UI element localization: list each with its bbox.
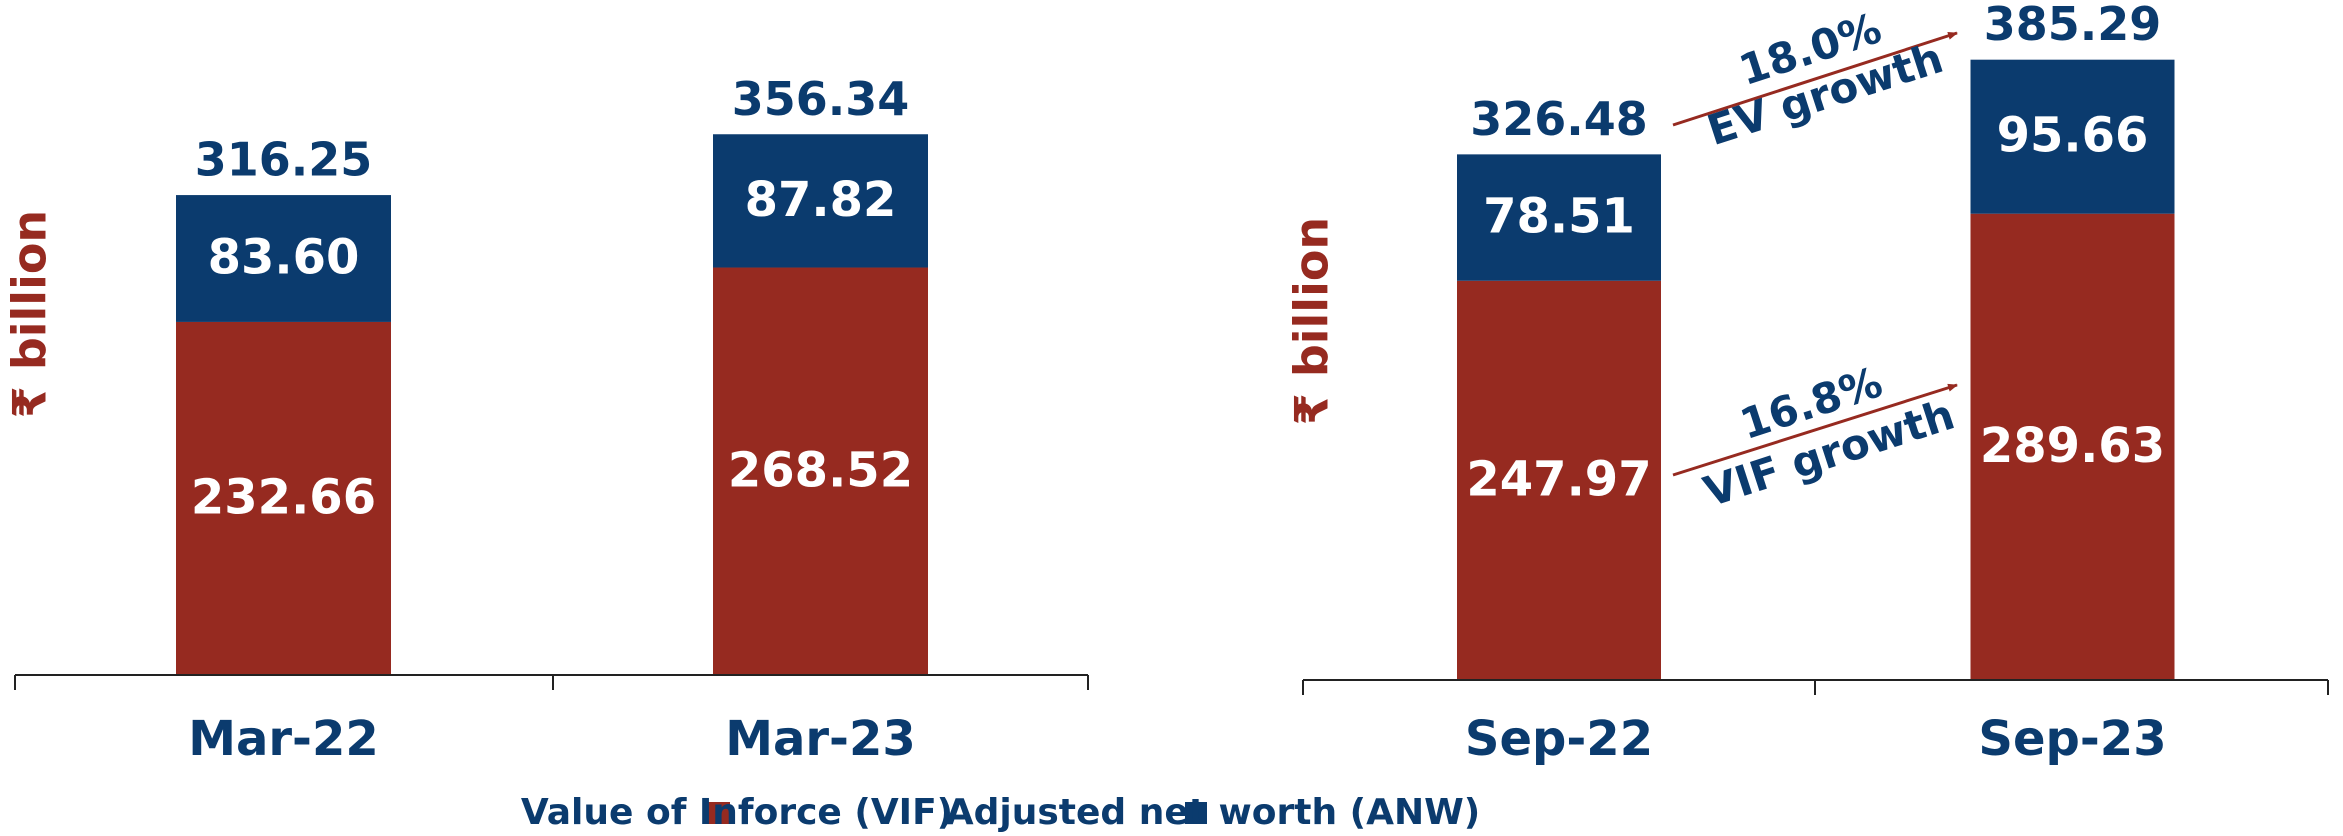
value-label: 95.66 — [1997, 108, 2149, 164]
y-axis-label: ₹ billion — [3, 210, 57, 418]
bar-segment — [1457, 280, 1661, 680]
legend-swatch — [708, 802, 730, 824]
growth-arrow — [1672, 31, 1958, 127]
x-tick-label: Mar-22 — [188, 711, 379, 767]
value-label: 232.66 — [191, 469, 376, 525]
total-label: 385.29 — [1984, 0, 2162, 51]
growth-arrow — [1672, 383, 1958, 477]
value-label: 289.63 — [1980, 418, 2165, 474]
legend-label: Value of Inforce (VIF) — [521, 792, 953, 833]
value-label: 247.97 — [1466, 451, 1651, 507]
value-label: 268.52 — [728, 442, 913, 498]
total-label: 326.48 — [1470, 92, 1648, 146]
legend-label: Adjusted net worth (ANW) — [946, 792, 1480, 833]
legend-swatch — [1185, 802, 1207, 824]
x-tick-label: Mar-23 — [725, 711, 916, 767]
bar-segment — [176, 195, 391, 322]
value-label: 83.60 — [208, 230, 360, 286]
total-label: 316.25 — [195, 133, 373, 187]
bar-segment — [713, 267, 928, 675]
bar-segment — [713, 134, 928, 268]
bar-segment — [1970, 213, 2175, 681]
bar-segment — [176, 321, 391, 675]
bar-segment — [1457, 154, 1661, 281]
value-label: 87.82 — [745, 172, 897, 228]
total-label: 356.34 — [732, 72, 910, 126]
bar-segment — [1970, 59, 2175, 214]
x-tick-label: Sep-23 — [1978, 711, 2166, 767]
value-label: 78.51 — [1483, 189, 1635, 245]
x-tick-label: Sep-22 — [1465, 711, 1653, 767]
y-axis-label: ₹ billion — [1285, 217, 1339, 425]
